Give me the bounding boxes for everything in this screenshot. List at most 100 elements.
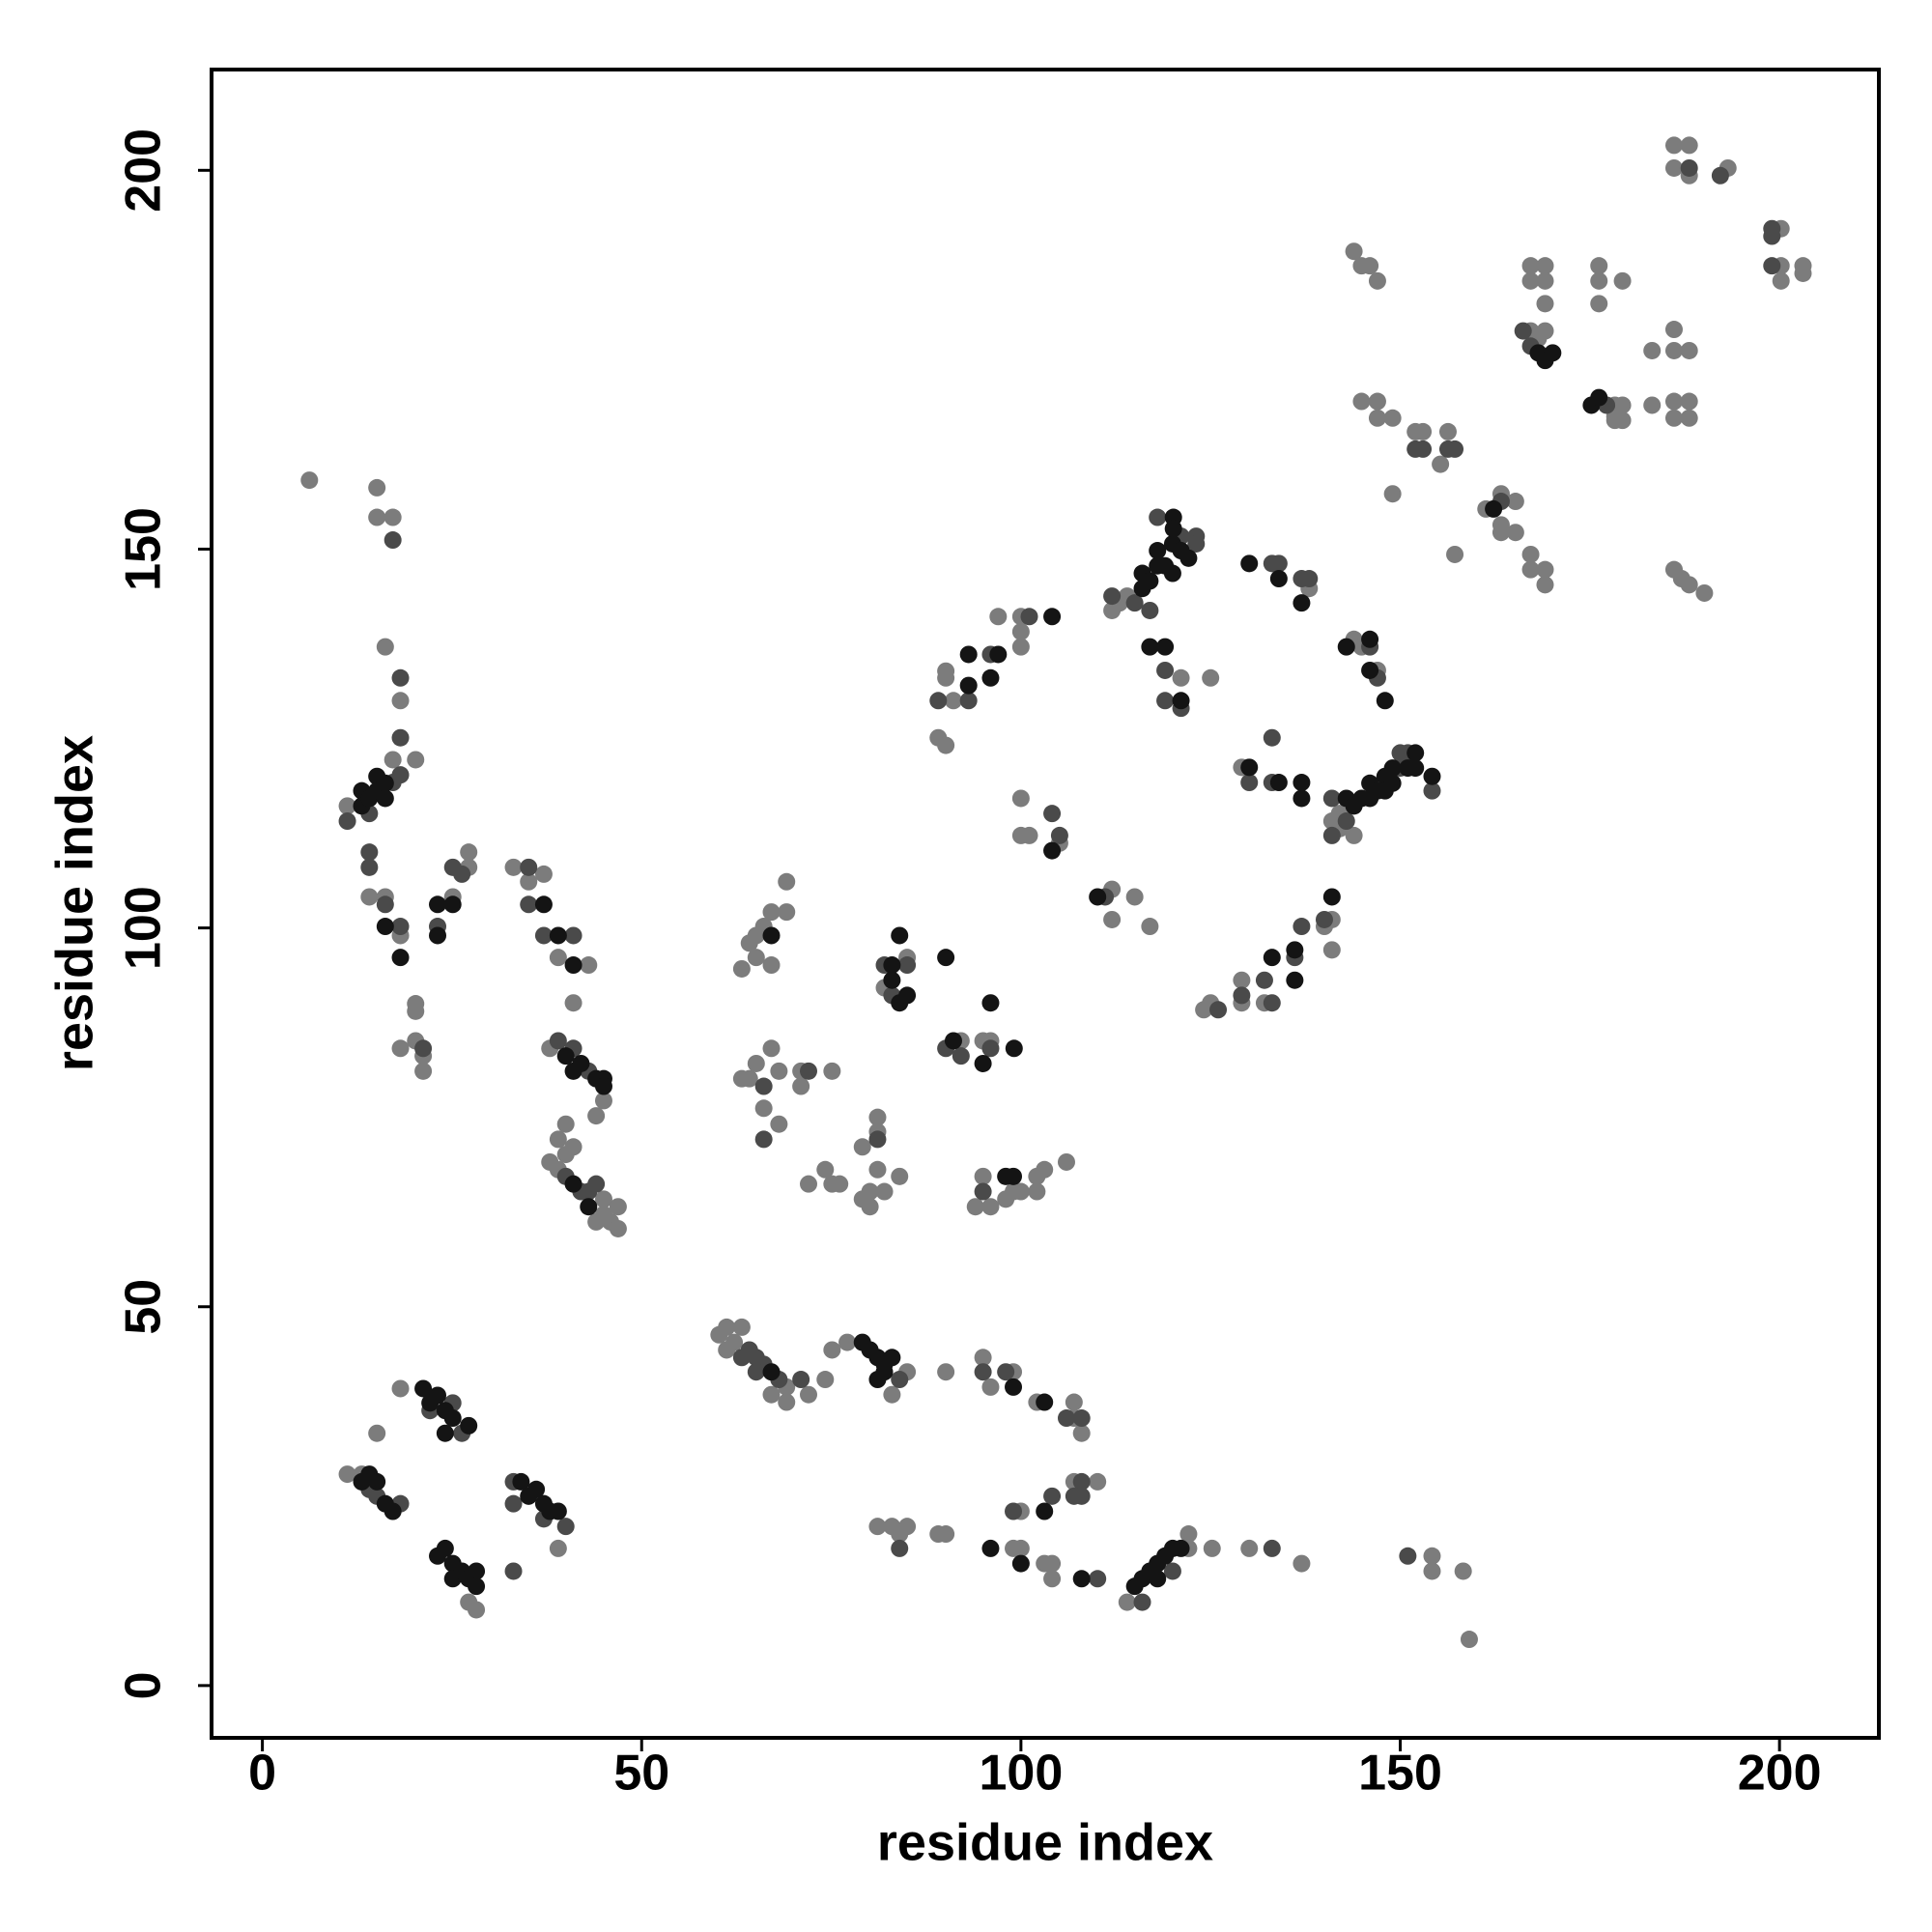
- point: [443, 895, 462, 914]
- point: [353, 1472, 371, 1491]
- point: [468, 1601, 486, 1619]
- point: [460, 1416, 478, 1435]
- point: [384, 1502, 402, 1520]
- point: [861, 1198, 879, 1216]
- point: [1423, 1547, 1441, 1565]
- point: [468, 1562, 486, 1580]
- point: [1590, 295, 1608, 313]
- point: [1613, 271, 1632, 290]
- point: [1005, 1167, 1023, 1185]
- point: [823, 1062, 841, 1080]
- point: [1460, 1631, 1478, 1649]
- point: [891, 926, 909, 945]
- point: [929, 692, 948, 710]
- point: [368, 1424, 386, 1442]
- point: [1680, 392, 1698, 411]
- point: [1156, 692, 1175, 710]
- point: [1521, 271, 1540, 290]
- point: [1233, 971, 1251, 989]
- point: [1149, 542, 1167, 560]
- point: [1163, 564, 1181, 582]
- point: [1263, 1539, 1281, 1557]
- point: [1293, 1554, 1311, 1573]
- point: [1345, 242, 1363, 261]
- point: [527, 1480, 546, 1498]
- point: [1315, 910, 1333, 928]
- point: [1423, 1562, 1441, 1580]
- point: [1438, 422, 1457, 440]
- x-tick-label: 100: [979, 1746, 1063, 1802]
- point: [989, 645, 1008, 664]
- point: [1763, 257, 1781, 275]
- point: [1263, 949, 1281, 967]
- point: [1202, 668, 1220, 687]
- point: [1536, 560, 1554, 579]
- point: [1036, 1393, 1054, 1411]
- point: [1293, 594, 1311, 612]
- point: [1089, 888, 1107, 906]
- point: [762, 903, 781, 922]
- point: [414, 1062, 433, 1080]
- point: [1368, 271, 1386, 290]
- point: [868, 1160, 887, 1179]
- point: [504, 1562, 523, 1580]
- point: [504, 1494, 523, 1513]
- point: [1240, 1539, 1259, 1557]
- point: [891, 1167, 909, 1185]
- point: [1011, 638, 1030, 656]
- point: [974, 1167, 992, 1185]
- point: [762, 926, 781, 945]
- point: [376, 895, 394, 914]
- point: [1361, 630, 1379, 648]
- point: [937, 1525, 955, 1544]
- point: [1043, 1487, 1062, 1505]
- point: [1005, 1378, 1023, 1396]
- point: [898, 986, 917, 1005]
- point: [1680, 136, 1698, 155]
- point: [1680, 576, 1698, 594]
- point: [1072, 1487, 1091, 1505]
- point: [338, 1465, 356, 1484]
- point: [564, 994, 582, 1012]
- y-tick-label: 200: [116, 128, 172, 213]
- point: [1043, 805, 1062, 823]
- point: [762, 1385, 781, 1404]
- point: [391, 918, 410, 936]
- point: [732, 959, 751, 978]
- point: [1172, 1539, 1190, 1557]
- point: [1043, 841, 1062, 860]
- point: [831, 1175, 849, 1193]
- point: [534, 865, 553, 883]
- point: [981, 1378, 1000, 1396]
- point: [770, 1115, 788, 1133]
- point: [1141, 601, 1159, 619]
- point: [1664, 321, 1683, 339]
- point: [754, 1099, 773, 1118]
- point: [1772, 271, 1790, 290]
- point: [1125, 594, 1144, 612]
- point: [1423, 767, 1441, 785]
- point: [1036, 1160, 1054, 1179]
- point: [1590, 388, 1608, 407]
- point: [556, 1115, 575, 1133]
- point: [360, 888, 379, 906]
- point: [1057, 1152, 1075, 1171]
- point: [376, 789, 394, 808]
- point: [1293, 918, 1311, 936]
- point: [959, 676, 978, 695]
- point: [1293, 774, 1311, 792]
- point: [549, 1032, 567, 1050]
- point: [937, 668, 955, 687]
- point: [1322, 941, 1341, 959]
- point: [1179, 1525, 1198, 1544]
- point: [974, 1363, 992, 1381]
- point: [549, 1502, 567, 1520]
- point: [1072, 1570, 1091, 1588]
- point: [520, 895, 538, 914]
- point: [520, 858, 538, 876]
- point: [1163, 1562, 1181, 1580]
- point: [1072, 1424, 1091, 1442]
- point: [1361, 661, 1379, 679]
- point: [1446, 545, 1464, 563]
- point: [1423, 781, 1441, 800]
